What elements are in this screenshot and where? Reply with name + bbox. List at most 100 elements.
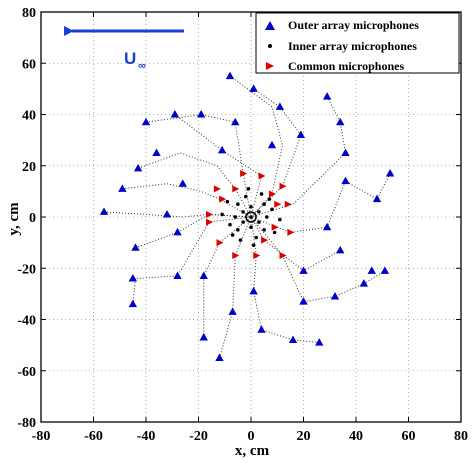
outer-mic-point <box>131 243 140 251</box>
outer-mic-point <box>315 338 324 346</box>
y-tick-label: 20 <box>22 160 36 175</box>
outer-mic-point <box>336 117 345 126</box>
outer-mic-point <box>367 266 376 274</box>
common-mic-point <box>269 190 276 198</box>
outer-mic-point <box>322 222 332 231</box>
outer-mic-point <box>330 291 340 300</box>
common-mic-point <box>216 239 224 247</box>
inner-mic-point <box>241 210 245 214</box>
inner-mic-point <box>241 220 245 224</box>
outer-mic-point <box>228 307 237 315</box>
common-mic-point <box>258 172 266 180</box>
inner-mic-point <box>249 204 253 209</box>
y-axis-label: y, cm <box>6 202 22 236</box>
common-mic-point <box>284 200 292 208</box>
y-tick-label: 80 <box>22 6 36 21</box>
inner-mic-point <box>278 217 282 222</box>
common-mic-point <box>206 210 213 218</box>
inner-mic-point <box>249 215 253 219</box>
legend-marker-inner <box>268 44 272 48</box>
inner-mic-point <box>259 192 264 196</box>
spiral-arm-line <box>203 216 252 338</box>
common-mic-point <box>206 218 213 226</box>
x-axis-label: x, cm <box>235 443 270 459</box>
outer-mic-point <box>288 335 298 343</box>
outer-mic-point <box>133 163 143 172</box>
common-mic-point <box>232 185 240 193</box>
inner-mic-point <box>262 228 266 232</box>
outer-mic-point <box>141 117 151 126</box>
outer-mic-point <box>385 168 395 177</box>
outer-mic-point <box>217 145 227 154</box>
outer-mic-point <box>341 176 350 185</box>
outer-mic-point <box>249 84 258 92</box>
legend-label-outer: Outer array microphones <box>288 18 419 32</box>
legend: Outer array microphones Inner array micr… <box>255 12 460 74</box>
spiral-arm-line <box>250 96 347 218</box>
outer-mic-point <box>173 271 182 279</box>
x-tick-label: -20 <box>189 429 208 444</box>
inner-mic-point <box>257 220 261 224</box>
outer-mic-point <box>199 332 208 341</box>
inner-mic-point <box>267 197 272 201</box>
outer-mic-point <box>322 92 332 100</box>
x-tick-label: -80 <box>32 429 51 444</box>
y-tick-label: 0 <box>29 211 36 226</box>
common-mic-point <box>271 223 279 231</box>
outer-mic-point <box>380 266 390 274</box>
outer-mic-point <box>170 110 180 118</box>
spiral-arm-line <box>122 183 252 218</box>
flow-direction-indicator: U ∞ <box>64 26 184 72</box>
outer-mic-point <box>99 207 109 215</box>
outer-mic-point <box>196 110 206 118</box>
legend-marker-common <box>266 62 274 70</box>
outer-mic-point <box>225 71 235 80</box>
outer-mic-point <box>372 194 382 203</box>
outer-mic-point <box>231 117 240 126</box>
outer-mic-point <box>199 271 208 279</box>
inner-mic-point <box>246 187 251 191</box>
y-tick-label: -40 <box>17 314 36 329</box>
array-center-marker <box>245 211 257 223</box>
common-mic-point <box>219 195 227 203</box>
common-mic-point <box>279 182 287 190</box>
outer-mic-point <box>267 140 277 149</box>
spiral-arm-line <box>250 216 386 303</box>
y-tick-label: -60 <box>17 365 36 380</box>
legend-label-inner: Inner array microphones <box>288 39 417 53</box>
outer-mic-point <box>299 266 308 274</box>
outer-mic-point <box>128 274 138 282</box>
spiral-arm-line <box>250 216 341 272</box>
x-tick-label: 60 <box>402 429 416 444</box>
flow-velocity-subscript: ∞ <box>138 60 146 72</box>
x-tick-label: 0 <box>248 429 255 444</box>
common-mic-point <box>240 169 248 177</box>
y-tick-label: -20 <box>17 262 36 277</box>
x-tick-label: -40 <box>137 429 156 444</box>
outer-mic-point <box>215 353 224 361</box>
inner-mic-point <box>233 215 238 219</box>
x-tick-label: -60 <box>84 429 103 444</box>
legend-label-common: Common microphones <box>288 59 404 73</box>
common-mic-point <box>274 200 282 208</box>
inner-mic-point <box>230 233 235 237</box>
inner-mic-point <box>262 202 266 206</box>
inner-mic-point <box>270 207 274 212</box>
inner-mic-point <box>228 222 232 227</box>
common-mic-point <box>253 251 261 259</box>
outer-mic-point <box>173 227 182 236</box>
spiral-arm-line <box>135 213 252 249</box>
spiral-arm-line <box>137 152 252 218</box>
outer-mic-point <box>275 102 285 110</box>
common-mic-point <box>287 228 295 236</box>
inner-mic-point <box>272 230 277 235</box>
y-tick-label: 60 <box>22 57 36 72</box>
inner-mic-point <box>225 199 230 204</box>
legend-marker-outer <box>265 21 275 30</box>
microphone-points <box>99 71 395 361</box>
inner-mic-point <box>236 228 240 232</box>
common-mic-point <box>232 251 240 259</box>
inner-mic-point <box>254 235 259 240</box>
outer-mic-point <box>162 209 172 218</box>
